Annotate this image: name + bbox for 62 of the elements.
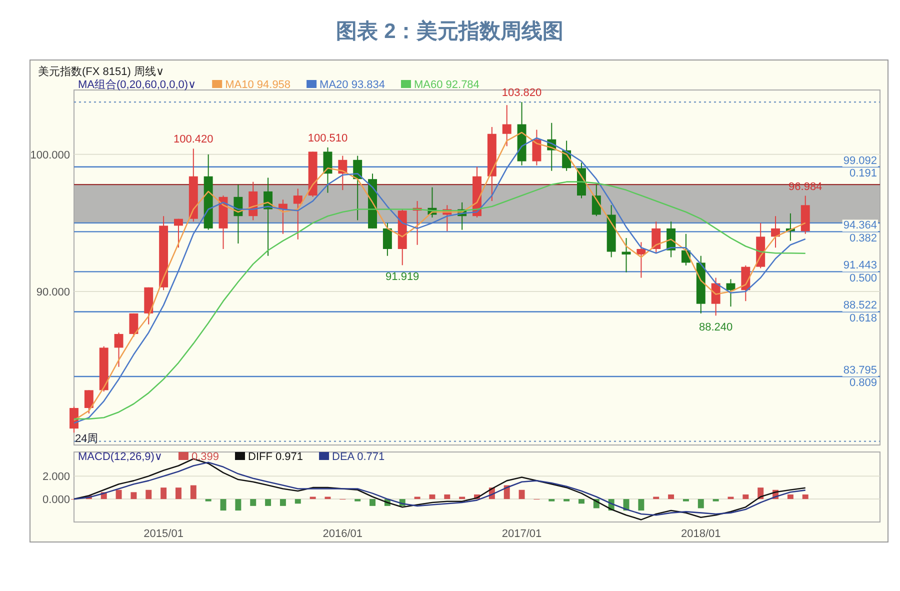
y-tick-label: 100.000 (30, 149, 70, 162)
annotation: 88.240 (698, 322, 733, 334)
ref-line-label: 94.364 0.382 (843, 220, 877, 244)
candlestick (532, 129, 542, 166)
bar (250, 499, 256, 506)
y-tick-label: 2.000 (42, 471, 70, 484)
candlestick (293, 188, 302, 240)
annotation: 24周 (75, 433, 98, 445)
bar (578, 499, 584, 504)
ref-line-label: 91.443 0.500 (843, 260, 877, 284)
y-tick-label: 90.000 (36, 286, 70, 298)
chart-subtitle: 美元指数(FX 8151) 周线∨ (38, 65, 164, 78)
bar (698, 499, 704, 508)
y-tick-label: 0.000 (42, 494, 70, 506)
bar (787, 494, 794, 500)
ref-line-label: 88.522 0.618 (843, 300, 877, 324)
bar (280, 499, 286, 506)
candlestick (84, 390, 94, 414)
candlestick (382, 222, 392, 256)
x-tick-label: 2016/01 (322, 528, 363, 540)
bar (265, 499, 272, 506)
legend-title: MA组合(0,20,60,0,0,0)∨ (78, 78, 196, 91)
bar (294, 499, 301, 504)
bar (130, 492, 137, 500)
legend-label: MA60 92.784 (414, 79, 480, 91)
bar (146, 490, 152, 500)
bar (160, 488, 167, 500)
bar (742, 494, 749, 500)
bar (220, 499, 226, 511)
bar (638, 499, 644, 511)
annotation: 103.820 (502, 87, 542, 100)
bar (116, 490, 122, 500)
x-tick-label: 2015/01 (144, 528, 184, 540)
legend-label: MA20 93.834 (320, 79, 385, 91)
bar (518, 490, 525, 500)
candlestick (174, 218, 183, 248)
legend-title: MACD(12,26,9)∨ (78, 451, 162, 463)
bar (444, 494, 450, 500)
bar (370, 499, 376, 506)
x-tick-label: 2018/01 (681, 528, 721, 540)
ref-line-label: 99.092 0.191 (843, 154, 877, 180)
bar (802, 494, 808, 500)
annotation: 100.510 (308, 132, 348, 144)
bar (235, 499, 242, 511)
legend-label: 0.399 (191, 451, 219, 463)
annotation: 91.919 (386, 271, 420, 284)
bar (429, 494, 436, 500)
candlestick (502, 104, 512, 147)
bar (175, 488, 182, 500)
bar (190, 485, 196, 500)
legend-label: MA10 94.958 (225, 79, 291, 91)
candlestick (622, 238, 631, 273)
annotation: 100.420 (174, 134, 214, 146)
chart-title: 图表 2：美元指数周线图 (336, 19, 564, 43)
ref-line-label: 83.795 0.809 (843, 364, 877, 390)
legend-label: DEA 0.771 (332, 451, 385, 463)
x-tick-label: 2017/01 (502, 528, 542, 540)
candlestick (114, 332, 124, 368)
candlestick (652, 221, 661, 254)
candlestick (636, 242, 646, 278)
legend-label: DIFF 0.971 (248, 451, 304, 463)
bar (668, 494, 674, 500)
